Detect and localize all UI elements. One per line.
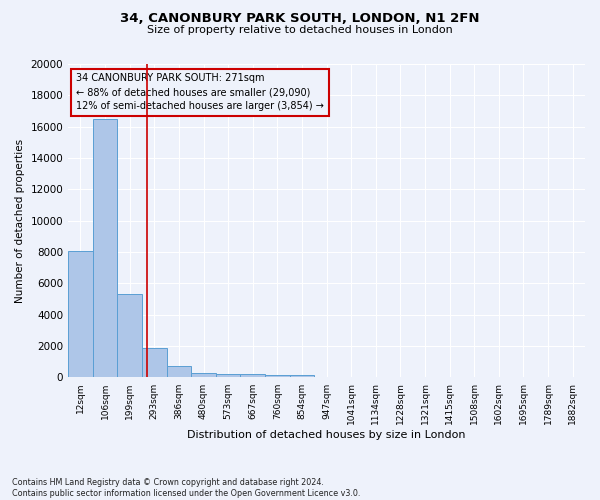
Bar <box>167 366 191 378</box>
Text: 34 CANONBURY PARK SOUTH: 271sqm
← 88% of detached houses are smaller (29,090)
12: 34 CANONBURY PARK SOUTH: 271sqm ← 88% of… <box>76 74 324 112</box>
Text: Contains HM Land Registry data © Crown copyright and database right 2024.
Contai: Contains HM Land Registry data © Crown c… <box>12 478 361 498</box>
Bar <box>241 374 265 378</box>
X-axis label: Distribution of detached houses by size in London: Distribution of detached houses by size … <box>187 430 466 440</box>
Bar <box>142 348 167 378</box>
Bar <box>93 119 118 378</box>
Bar <box>191 372 216 378</box>
Text: Size of property relative to detached houses in London: Size of property relative to detached ho… <box>147 25 453 35</box>
Text: 34, CANONBURY PARK SOUTH, LONDON, N1 2FN: 34, CANONBURY PARK SOUTH, LONDON, N1 2FN <box>120 12 480 26</box>
Bar <box>68 250 93 378</box>
Bar <box>290 375 314 378</box>
Y-axis label: Number of detached properties: Number of detached properties <box>15 138 25 303</box>
Bar <box>118 294 142 378</box>
Bar <box>265 375 290 378</box>
Bar <box>216 374 241 378</box>
